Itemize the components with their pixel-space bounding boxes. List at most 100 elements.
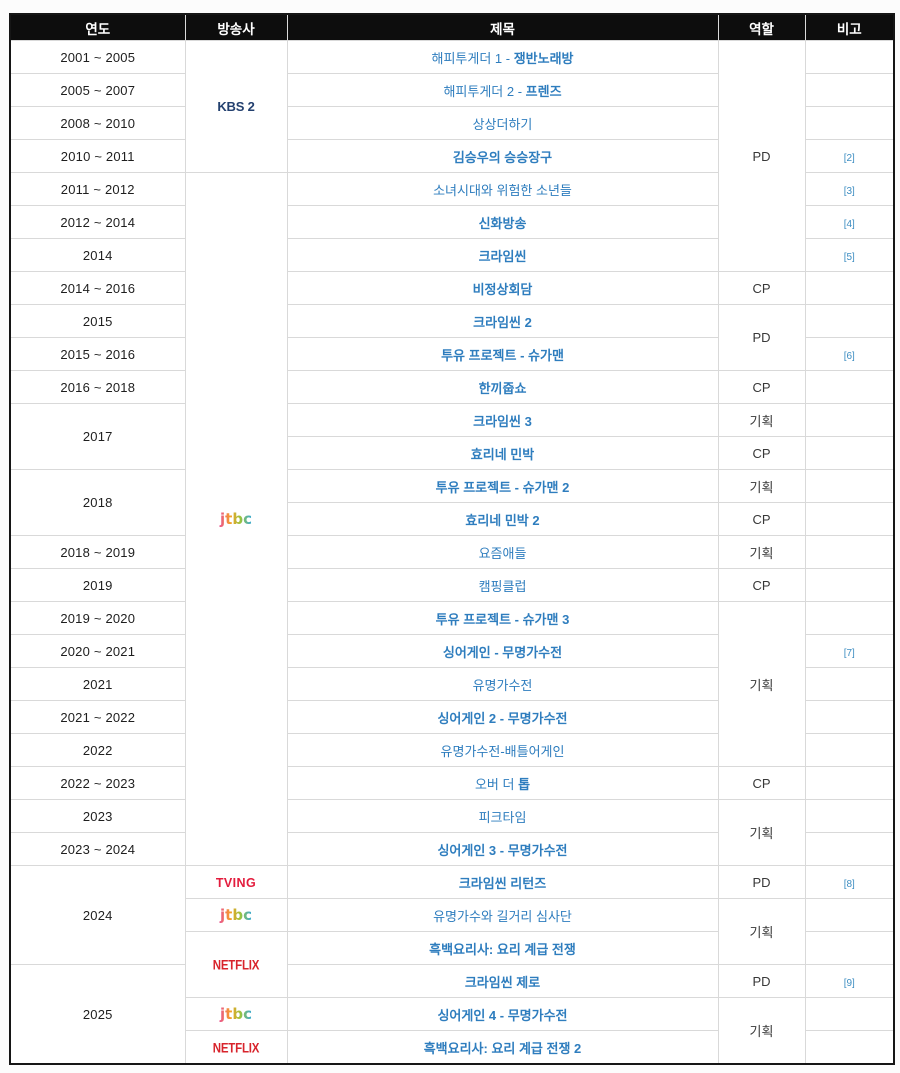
broadcaster-cell: TVING bbox=[184, 865, 288, 899]
reference-link[interactable]: [9] bbox=[843, 977, 855, 989]
title-segment: 싱어게인 3 - 무명가수전 bbox=[437, 842, 568, 858]
note-cell bbox=[804, 766, 895, 800]
year-cell: 2021 bbox=[9, 667, 186, 701]
reference-link[interactable]: [3] bbox=[843, 185, 855, 197]
tving-logo[interactable]: TVING bbox=[215, 875, 257, 890]
note-cell bbox=[804, 304, 895, 338]
year-cell: 2016 ~ 2018 bbox=[9, 370, 186, 404]
year-cell: 2019 ~ 2020 bbox=[9, 601, 186, 635]
broadcaster-cell: NETFLIX bbox=[184, 1030, 288, 1065]
title-link[interactable]: 소녀시대와 위험한 소년들 bbox=[433, 183, 572, 198]
title-link[interactable]: 피크타임 bbox=[479, 810, 527, 825]
role-cell: 기획 bbox=[717, 403, 806, 437]
title-link[interactable]: 싱어게인 4 - 무명가수전 bbox=[437, 1008, 567, 1023]
note-cell: [4] bbox=[804, 205, 895, 239]
title-link[interactable]: 오버 더 톱 bbox=[475, 777, 530, 792]
title-segment: 싱어게인 2 - 무명가수전 bbox=[437, 710, 568, 726]
title-link[interactable]: 비정상회담 bbox=[473, 282, 533, 297]
jtbc-logo[interactable]: jtbc bbox=[213, 905, 259, 925]
title-link[interactable]: 흑백요리사: 요리 계급 전쟁 bbox=[429, 942, 576, 957]
year-cell: 2011 ~ 2012 bbox=[9, 172, 186, 206]
title-cell: 크라임씬 제로 bbox=[286, 964, 719, 998]
col-header-note: 비고 bbox=[804, 13, 895, 41]
title-link[interactable]: 캠핑클럽 bbox=[479, 579, 527, 594]
year-cell: 2015 bbox=[9, 304, 186, 338]
reference-link[interactable]: [8] bbox=[843, 878, 855, 890]
reference-link[interactable]: [4] bbox=[843, 218, 855, 230]
note-cell bbox=[804, 403, 895, 437]
title-link[interactable]: 싱어게인 3 - 무명가수전 bbox=[437, 843, 567, 858]
note-cell bbox=[804, 832, 895, 866]
title-link[interactable]: 크라임씬 bbox=[479, 249, 527, 264]
reference-link[interactable]: [6] bbox=[843, 350, 855, 362]
title-cell: 흑백요리사: 요리 계급 전쟁 2 bbox=[286, 1030, 719, 1065]
title-link[interactable]: 크라임씬 리턴즈 bbox=[459, 876, 546, 891]
title-link[interactable]: 요즘애들 bbox=[479, 546, 527, 561]
title-link[interactable]: 한끼줍쇼 bbox=[479, 381, 527, 396]
note-cell bbox=[804, 370, 895, 404]
title-cell: 해피투게더 2 - 프렌즈 bbox=[286, 73, 719, 107]
title-link[interactable]: 해피투게더 1 - 쟁반노래방 bbox=[431, 51, 573, 66]
title-link[interactable]: 효리네 민박 bbox=[471, 447, 534, 462]
title-segment: 크라임씬 제로 bbox=[464, 974, 541, 990]
title-link[interactable]: 흑백요리사: 요리 계급 전쟁 2 bbox=[424, 1041, 582, 1056]
broadcaster-cell: KBS 2 bbox=[184, 40, 288, 173]
netflix-logo[interactable]: NETFLIX bbox=[212, 1041, 260, 1056]
title-cell: 캠핑클럽 bbox=[286, 568, 719, 602]
title-segment: 비정상회담 bbox=[472, 281, 533, 297]
svg-text:jtbc: jtbc bbox=[219, 510, 252, 528]
filmography-table: 연도 방송사 제목 역할 비고 2001 ~ 2005 KBS 2 해피투게더 1 … bbox=[9, 13, 895, 1065]
table-header: 연도 방송사 제목 역할 비고 bbox=[9, 13, 895, 41]
title-cell: 김승우의 승승장구 bbox=[286, 139, 719, 173]
table-row: 2023 피크타임 기획 bbox=[9, 799, 895, 866]
title-link[interactable]: 상상더하기 bbox=[473, 117, 533, 132]
table-row: 2015 ~ 2016 투유 프로젝트 - 슈가맨 [6] bbox=[9, 337, 895, 371]
reference-link[interactable]: [7] bbox=[843, 647, 855, 659]
title-link[interactable]: 크라임씬 2 bbox=[473, 315, 532, 330]
netflix-logo[interactable]: NETFLIX bbox=[212, 958, 260, 974]
title-cell: 싱어게인 3 - 무명가수전 bbox=[286, 832, 719, 866]
broadcaster-cell: jtbc bbox=[184, 172, 288, 866]
year-cell: 2020 ~ 2021 bbox=[9, 634, 186, 668]
title-link[interactable]: 크라임씬 제로 bbox=[465, 975, 540, 990]
reference-link[interactable]: [2] bbox=[843, 152, 855, 164]
table-row: 2023 ~ 2024 싱어게인 3 - 무명가수전 bbox=[9, 832, 895, 866]
title-link[interactable]: 유명가수전 bbox=[473, 678, 533, 693]
note-cell bbox=[804, 40, 895, 74]
title-segment: 유명가수와 길거리 심사단 bbox=[433, 908, 572, 924]
note-cell bbox=[804, 535, 895, 569]
jtbc-logo[interactable]: jtbc bbox=[213, 1004, 259, 1024]
title-link[interactable]: 크라임씬 3 bbox=[473, 414, 532, 429]
kbs2-logo[interactable]: KBS 2 bbox=[217, 99, 255, 114]
col-header-role: 역할 bbox=[717, 13, 806, 41]
title-segment: 투유 프로젝트 - 슈가맨 bbox=[441, 347, 564, 363]
year-cell: 2018 bbox=[9, 469, 186, 536]
title-segment: 쟁반노래방 bbox=[513, 50, 574, 66]
title-link[interactable]: 투유 프로젝트 - 슈가맨 bbox=[441, 348, 564, 363]
note-cell bbox=[804, 502, 895, 536]
title-link[interactable]: 해피투게더 2 - 프렌즈 bbox=[443, 84, 561, 99]
title-link[interactable]: 김승우의 승승장구 bbox=[453, 150, 552, 165]
title-link[interactable]: 싱어게인 - 무명가수전 bbox=[443, 645, 562, 660]
title-segment: 오버 더 bbox=[474, 776, 519, 792]
reference-link[interactable]: [5] bbox=[843, 251, 855, 263]
jtbc-logo[interactable]: jtbc bbox=[213, 509, 259, 529]
title-segment: 싱어게인 4 - 무명가수전 bbox=[437, 1007, 568, 1023]
year-cell: 2001 ~ 2005 bbox=[9, 40, 186, 74]
title-segment: 싱어게인 - 무명가수전 bbox=[442, 644, 563, 660]
title-segment: 유명가수전 bbox=[472, 677, 533, 693]
title-segment: 유명가수전-배틀어게인 bbox=[440, 743, 565, 759]
title-link[interactable]: 투유 프로젝트 - 슈가맨 2 bbox=[436, 480, 570, 495]
title-link[interactable]: 효리네 민박 2 bbox=[465, 513, 539, 528]
filmography-table-body: 2001 ~ 2005 KBS 2 해피투게더 1 - 쟁반노래방 PD 2005 ~ … bbox=[9, 40, 895, 1065]
title-link[interactable]: 신화방송 bbox=[479, 216, 527, 231]
title-link[interactable]: 투유 프로젝트 - 슈가맨 3 bbox=[436, 612, 570, 627]
note-cell: [7] bbox=[804, 634, 895, 668]
col-header-title: 제목 bbox=[286, 13, 719, 41]
title-link[interactable]: 유명가수와 길거리 심사단 bbox=[433, 909, 572, 924]
year-cell: 2021 ~ 2022 bbox=[9, 700, 186, 734]
title-link[interactable]: 유명가수전-배틀어게인 bbox=[441, 744, 565, 759]
title-segment: 흑백요리사: 요리 계급 전쟁 2 bbox=[423, 1040, 582, 1056]
year-cell: 2015 ~ 2016 bbox=[9, 337, 186, 371]
title-link[interactable]: 싱어게인 2 - 무명가수전 bbox=[437, 711, 567, 726]
